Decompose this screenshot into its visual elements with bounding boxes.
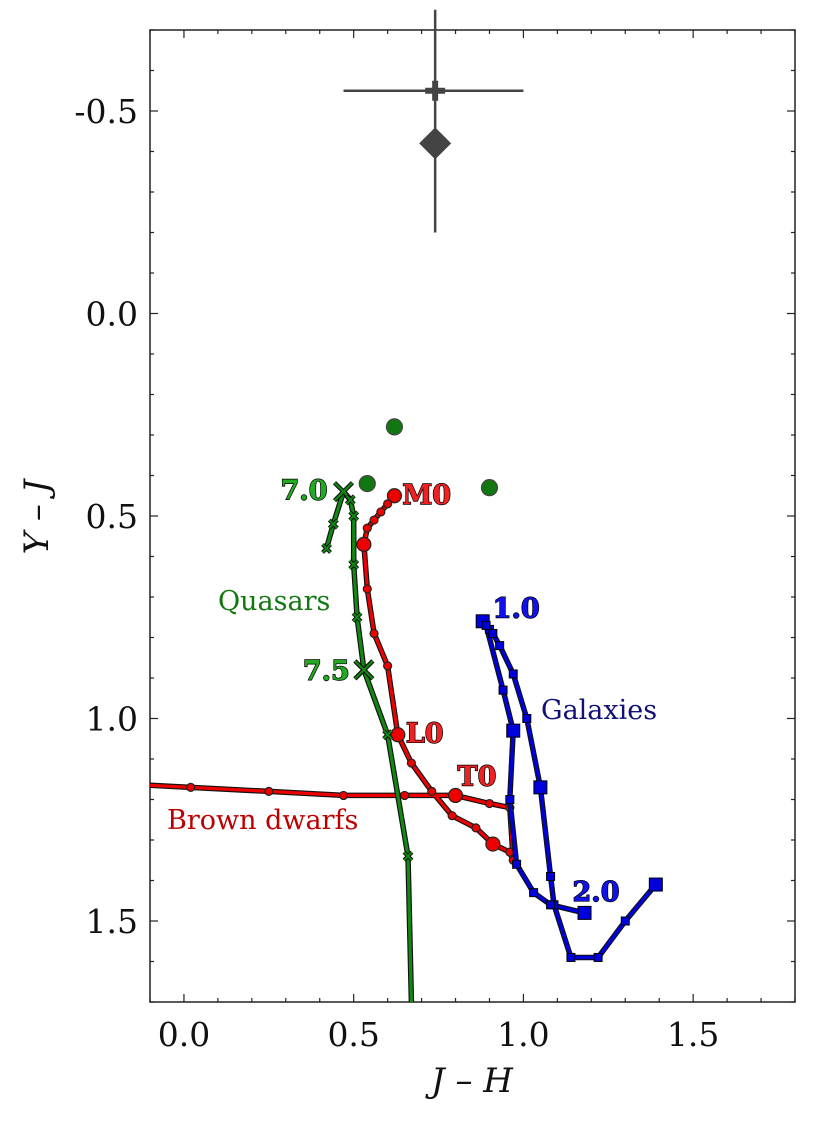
x-tick-label: 0.0 (158, 1015, 210, 1054)
galaxy-point (498, 685, 508, 695)
x-tick-label: 1.0 (497, 1015, 549, 1054)
brown-dwarf-point (362, 523, 372, 533)
quasar-point (382, 729, 393, 740)
galaxy-major-point (506, 723, 521, 738)
brown-dwarf-point (369, 628, 379, 639)
y-tick-label: 0.5 (86, 497, 138, 536)
quasar-point (348, 511, 359, 521)
quasar-track-outline (323, 488, 415, 1003)
series-layer (149, 481, 663, 1003)
tick-labels: 0.0 0.5 1.0 1.5 -0.5 0.0 0.5 1.0 1.5 (74, 92, 719, 1054)
y-tick-label: -0.5 (74, 92, 138, 131)
galaxy-point (512, 859, 522, 869)
quasar-major-point (354, 660, 374, 680)
galaxy-point (522, 714, 532, 723)
quasar-point (352, 612, 362, 622)
galaxy-major-point (533, 780, 548, 795)
observed-point (385, 418, 404, 436)
galaxy-point (593, 952, 603, 962)
target-plus-marker (425, 80, 446, 101)
series-point-label: M0 (402, 480, 451, 511)
galaxy-major-point (648, 877, 663, 892)
quasar-track (324, 490, 413, 1003)
x-tick-label: 1.5 (667, 1015, 719, 1054)
observed-point (480, 479, 499, 497)
brown-dwarf-major-point (485, 836, 501, 852)
brown-dwarf-major-point (356, 536, 372, 552)
brown-dwarf-point (383, 499, 393, 509)
series-label-galaxies: Galaxies (541, 695, 657, 726)
brown-dwarf-point (186, 782, 196, 792)
brown-dwarf-point (264, 786, 274, 797)
quasar-point (345, 495, 355, 505)
x-tick-label: 0.5 (327, 1015, 379, 1054)
series-point-label: T0 (458, 761, 497, 792)
brown-dwarf-point (484, 798, 495, 809)
y-tick-label: 0.0 (86, 295, 138, 334)
brown-dwarf-point (471, 823, 481, 833)
brown-dwarf-major-point (386, 488, 403, 504)
galaxy-point (505, 795, 515, 804)
galaxy-point (488, 628, 498, 638)
galaxy-point (529, 888, 539, 898)
series-label-quasars: Quasars (218, 586, 330, 617)
series-point-label: 7.5 (303, 656, 350, 687)
brown-dwarf-major-point (447, 787, 464, 804)
series-label-brown-dwarfs: Brown dwarfs (167, 805, 358, 836)
quasar-point (321, 543, 332, 554)
galaxy-major-point (577, 905, 592, 920)
galaxy-point (495, 641, 505, 651)
series-point-label: 2.0 (573, 877, 620, 908)
galaxy-point (546, 871, 556, 881)
series-point-label: 1.0 (493, 593, 540, 624)
galaxy-point (481, 620, 491, 630)
brown-dwarf-point (369, 515, 379, 525)
quasar-point (328, 519, 339, 529)
axis-ticks (149, 29, 796, 1003)
galaxy-point (546, 900, 556, 910)
brown-dwarf-point (400, 790, 410, 801)
galaxy-point (620, 916, 630, 926)
galaxy-point (566, 952, 576, 962)
quasar-point (348, 559, 359, 570)
brown-dwarf-point (362, 584, 372, 594)
plot-frame (149, 29, 796, 1003)
y-tick-label: 1.5 (86, 902, 138, 941)
brown-dwarf-point (447, 811, 457, 821)
brown-dwarf-point (376, 507, 386, 517)
x-axis-label: J – H (425, 1061, 514, 1101)
quasar-point (403, 851, 413, 861)
brown-dwarf-point (427, 786, 437, 797)
brown-dwarf-point (383, 661, 393, 671)
observed-point (358, 475, 376, 493)
target-diamond-marker (419, 127, 452, 160)
series-point-label: L0 (406, 719, 444, 750)
y-axis-label: Y – J (17, 477, 57, 554)
y-tick-label: 1.0 (86, 700, 138, 739)
observed-layer (343, 9, 524, 497)
galaxy-point (508, 669, 518, 679)
point-label-layer: M0 L0 T0 7.0 7.5 1.0 2.0 (280, 475, 620, 909)
brown-dwarf-major-point (390, 727, 406, 743)
series-point-label: 7.0 (281, 476, 328, 507)
brown-dwarf-point (406, 758, 416, 768)
brown-dwarf-point (338, 790, 349, 801)
